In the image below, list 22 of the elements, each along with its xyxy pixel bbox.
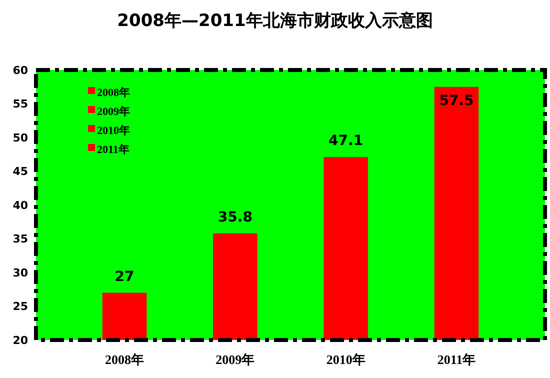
y-tick-label: 45 xyxy=(12,165,28,178)
y-tick-label: 55 xyxy=(12,98,28,111)
y-tick-label: 30 xyxy=(12,266,28,280)
y-tick-label: 25 xyxy=(12,300,28,314)
chart-title: 2008年—2011年北海市财政收入示意图 xyxy=(117,11,433,31)
y-tick-label: 50 xyxy=(12,131,28,144)
x-tick-label: 2008年 xyxy=(105,352,144,367)
legend-label: 2010年 xyxy=(97,124,130,137)
legend-label: 2011年 xyxy=(97,142,130,156)
y-tick-label: 35 xyxy=(12,232,28,246)
data-label: 27 xyxy=(114,268,134,285)
data-label: 57.5 xyxy=(439,92,474,109)
x-tick-label: 2009年 xyxy=(216,352,255,367)
data-label: 35.8 xyxy=(218,209,252,226)
x-tick-label: 2011年 xyxy=(437,352,476,367)
y-tick-label: 20 xyxy=(12,334,28,347)
x-tick-label: 2010年 xyxy=(326,352,366,367)
legend-label: 2008年 xyxy=(97,86,130,99)
data-label: 47.1 xyxy=(328,133,364,150)
y-tick-label: 60 xyxy=(12,64,28,77)
legend-label: 2009年 xyxy=(97,104,130,118)
y-tick-label: 40 xyxy=(12,198,28,212)
